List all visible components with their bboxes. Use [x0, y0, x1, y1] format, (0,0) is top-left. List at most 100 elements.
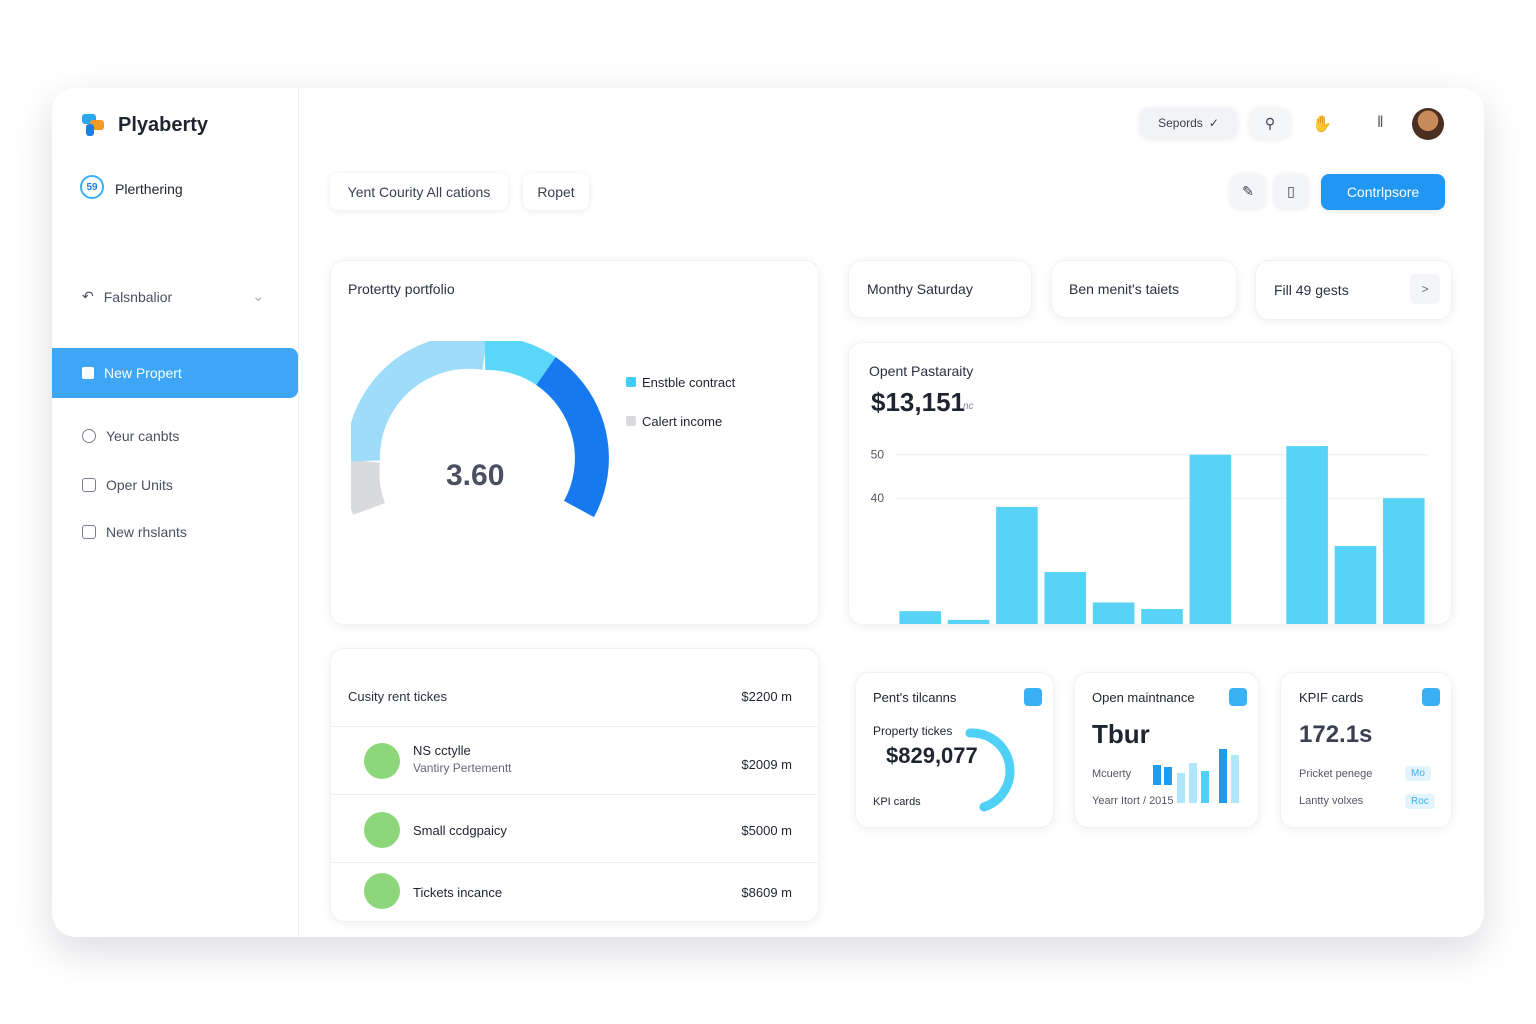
legend-label: Enstble contract	[642, 375, 736, 390]
nav-icon	[82, 367, 94, 379]
search-pill[interactable]: Sepords ✓	[1140, 108, 1237, 138]
kpi-row-label: Lantty volxes	[1299, 795, 1364, 807]
ticket-name: Tickets incance	[413, 885, 503, 900]
ticket-name: Small ccdgpaicy	[413, 823, 507, 838]
search-label: Sepords	[1158, 116, 1203, 130]
gauge-segment	[351, 459, 386, 515]
chart-headline: $13,151	[871, 387, 965, 417]
icon-button[interactable]: ▯	[1274, 174, 1308, 208]
avatar[interactable]	[1412, 108, 1444, 140]
gauge-segment	[535, 357, 609, 518]
nav-item[interactable]: Yeur canbts	[82, 428, 179, 444]
chart-title: Opent Pastaraity	[869, 363, 974, 379]
ticket-row[interactable]: Tickets incance $8609 m	[331, 862, 818, 921]
gauge	[351, 341, 609, 518]
gauge-segment	[484, 341, 556, 386]
icon-button[interactable]: ✎	[1231, 174, 1265, 208]
ticket-amount: $5000 m	[741, 823, 792, 838]
y-tick-label: 50	[871, 448, 885, 462]
bar	[1383, 498, 1425, 624]
nav-active[interactable]: New Propert	[52, 348, 298, 398]
nav-item-label: New rhslants	[106, 524, 187, 540]
workspace-label[interactable]: Plerthering	[115, 181, 183, 197]
nav-item-label: Oper Units	[106, 477, 173, 493]
kpi-foot: Yearr Itort / 2015	[1092, 795, 1174, 807]
ticket-amount: $2009 m	[741, 757, 792, 772]
back-icon: ↶	[82, 288, 94, 304]
kpi-title: Open maintnance	[1092, 690, 1195, 705]
kpi-value: Tbur	[1092, 719, 1150, 749]
bar	[1334, 545, 1377, 624]
nav-group[interactable]: ↶ Falsnbalior ⌄	[82, 288, 264, 305]
ticket-row[interactable]: NS cctylle Vantiry Pertementt $2009 m	[331, 726, 818, 795]
kpi-arc	[965, 728, 1015, 812]
chart-card: Opent Pastaraity $13,151 nc 0104050MkMai…	[848, 342, 1452, 625]
bar	[996, 506, 1038, 624]
kpi-check[interactable]	[1024, 688, 1042, 706]
bar	[1286, 446, 1328, 624]
app-frame: Plyaberty 59 Plerthering ↶ Falsnbalior ⌄…	[52, 88, 1484, 937]
nav-active-label: New Propert	[104, 365, 182, 381]
tickets-title: Cusity rent tickes	[348, 689, 447, 704]
bar-chart: 0104050MkMaikJanMokIraZwJunSbBarYouJun	[871, 446, 1428, 624]
nav-icon	[82, 525, 96, 539]
y-tick-label: 10	[871, 622, 885, 624]
ticket-row[interactable]: Small ccdgpaicy $5000 m	[331, 794, 818, 863]
ticket-amount: $8609 m	[741, 885, 792, 900]
filter-pill[interactable]: Ropet	[523, 173, 589, 210]
bar	[1189, 454, 1232, 624]
nav-item[interactable]: Oper Units	[82, 477, 173, 493]
kpi-check[interactable]	[1229, 688, 1247, 706]
gauge-value: 3.60	[446, 459, 505, 492]
kpi-label: Mcuerty	[1092, 768, 1132, 780]
search-button[interactable]: ⚲	[1250, 108, 1290, 138]
kpi-value: 172.1s	[1299, 721, 1373, 748]
chevron: ⌄	[252, 288, 264, 304]
pause-icon[interactable]: ‖	[1377, 114, 1384, 131]
workspace-badge: 59	[80, 175, 104, 199]
nav-icon	[82, 429, 96, 443]
tab-label: Fill 49 gests	[1274, 282, 1349, 298]
brand-name: Plyaberty	[118, 114, 209, 136]
tab-arrow[interactable]: >	[1410, 274, 1440, 304]
check-icon: ✓	[1208, 116, 1219, 130]
bar	[1092, 602, 1135, 624]
nav-item[interactable]: New rhslants	[82, 524, 187, 540]
bar	[1141, 608, 1183, 624]
ticket-sub: Vantiry Pertementt	[413, 761, 512, 775]
kpi-value: $829,077	[886, 743, 978, 768]
kpi-check[interactable]	[1422, 688, 1440, 706]
legend-label: Calert income	[642, 414, 723, 429]
logo	[82, 114, 104, 136]
kpi-row-label: Pricket penege	[1299, 768, 1373, 780]
gauge-segment	[351, 341, 487, 462]
kpi-title: KPIF cards	[1299, 690, 1364, 705]
primary-button[interactable]: Contrlpsore	[1321, 174, 1445, 210]
legend-swatch	[626, 416, 636, 426]
tab[interactable]: Ben menit's taiets	[1051, 260, 1237, 318]
tickets-card: Cusity rent tickes $2200 m NS cctylle Va…	[330, 648, 819, 922]
tab[interactable]: Fill 49 gests >	[1255, 260, 1452, 320]
ticket-icon	[364, 873, 400, 909]
legend-swatch	[626, 377, 636, 387]
kpi-foot: KPI cards	[873, 796, 921, 808]
nav-item-label: Yeur canbts	[106, 428, 180, 444]
y-tick-label: 40	[871, 491, 885, 505]
hand-icon[interactable]: ✋	[1312, 116, 1332, 133]
nav-icon	[82, 478, 96, 492]
kpi-title: Pent's tilcanns	[873, 690, 957, 705]
kpi-card: Pent's tilcanns Property tickes $829,077…	[855, 672, 1054, 828]
kpi-card: KPIF cards 172.1s Pricket penege Mo Lant…	[1280, 672, 1452, 828]
filter-pill[interactable]: Yent Courity All cations	[330, 173, 508, 210]
bar	[947, 619, 990, 624]
ticket-name: NS cctylle	[413, 743, 471, 758]
portfolio-card: Protertty portfolio 3.60 Enstble contrac…	[330, 260, 819, 625]
ticket-icon	[364, 812, 400, 848]
kpi-label: Property tickes	[873, 724, 953, 738]
nav-group-label: Falsnbalior	[103, 288, 173, 305]
ticket-icon	[364, 743, 400, 779]
bar	[899, 611, 941, 624]
kpi-mini-bars	[1153, 749, 1239, 803]
tab[interactable]: Monthy Saturday	[848, 260, 1032, 318]
